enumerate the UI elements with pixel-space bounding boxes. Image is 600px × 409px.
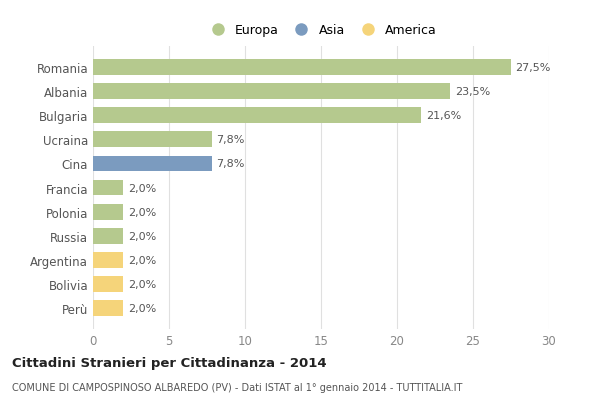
Bar — [93, 229, 124, 244]
Text: 2,0%: 2,0% — [128, 207, 156, 217]
Text: 2,0%: 2,0% — [128, 256, 156, 265]
Text: 27,5%: 27,5% — [515, 63, 551, 73]
Text: 21,6%: 21,6% — [426, 111, 461, 121]
Bar — [93, 84, 450, 100]
Bar — [93, 156, 212, 172]
Text: 2,0%: 2,0% — [128, 279, 156, 290]
Bar — [93, 253, 124, 268]
Text: 23,5%: 23,5% — [455, 87, 490, 97]
Text: 2,0%: 2,0% — [128, 303, 156, 314]
Bar — [93, 132, 212, 148]
Bar — [93, 301, 124, 317]
Text: 2,0%: 2,0% — [128, 231, 156, 241]
Text: COMUNE DI CAMPOSPINOSO ALBAREDO (PV) - Dati ISTAT al 1° gennaio 2014 - TUTTITALI: COMUNE DI CAMPOSPINOSO ALBAREDO (PV) - D… — [12, 382, 463, 392]
Bar — [93, 204, 124, 220]
Legend: Europa, Asia, America: Europa, Asia, America — [200, 19, 442, 43]
Bar — [93, 180, 124, 196]
Text: 2,0%: 2,0% — [128, 183, 156, 193]
Bar — [93, 276, 124, 292]
Bar — [93, 60, 511, 76]
Bar — [93, 108, 421, 124]
Text: 7,8%: 7,8% — [216, 135, 244, 145]
Text: 7,8%: 7,8% — [216, 159, 244, 169]
Text: Cittadini Stranieri per Cittadinanza - 2014: Cittadini Stranieri per Cittadinanza - 2… — [12, 356, 326, 369]
